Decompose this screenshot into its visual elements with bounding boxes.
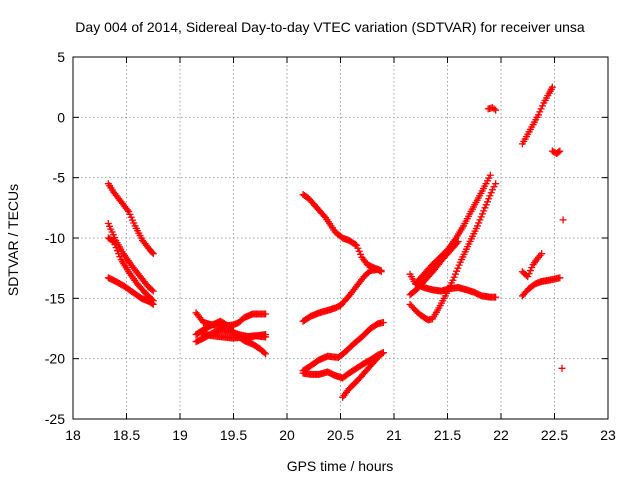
x-tick-label: 21: [386, 427, 402, 443]
series-track-k: [299, 318, 387, 375]
series-track-b: [104, 220, 157, 295]
series-track-a: [104, 180, 157, 258]
x-tick-labels: 18 18.5 19 19.5 20 20.5 21 21.5 22 22.5 23: [65, 427, 616, 443]
series-track-t: [548, 147, 564, 158]
y-tick-labels: 5 0 -5 -10 -15 -20 -25: [45, 49, 65, 427]
series-track-f: [192, 317, 270, 358]
y-tick-label: -10: [45, 230, 65, 246]
series-track-w: [559, 216, 567, 224]
y-axis-label: SDTVAR / TECUs: [5, 184, 21, 296]
x-axis-label: GPS time / hours: [287, 458, 394, 474]
chart-title: Day 004 of 2014, Sidereal Day-to-day VTE…: [75, 19, 585, 35]
y-tick-label: -20: [45, 351, 65, 367]
x-tick-label: 19: [172, 427, 188, 443]
x-tick-label: 18: [65, 427, 81, 443]
x-tick-label: 22: [493, 427, 509, 443]
series-track-s: [518, 83, 556, 148]
series-track-i: [299, 191, 385, 275]
y-tick-label: 5: [57, 49, 65, 65]
x-tick-label: 19.5: [220, 427, 247, 443]
series-track-c: [104, 234, 157, 305]
series-track-u: [518, 250, 546, 281]
axis-ticks: [72, 56, 609, 420]
x-tick-label: 18.5: [113, 427, 140, 443]
series-track-d: [104, 274, 157, 308]
series-track-x: [558, 364, 566, 372]
plot-frame: [72, 56, 609, 420]
x-tick-label: 23: [600, 427, 616, 443]
series-track-o: [411, 171, 494, 288]
y-tick-label: -5: [53, 170, 66, 186]
x-tick-label: 20.5: [327, 427, 354, 443]
y-tick-label: -25: [45, 411, 65, 427]
series-track-q: [406, 238, 462, 299]
series-track-r: [484, 104, 500, 114]
series-track-p: [406, 270, 500, 301]
x-tick-label: 21.5: [434, 427, 461, 443]
data-points: [104, 83, 567, 401]
series-track-v: [518, 274, 564, 300]
x-tick-label: 20: [279, 427, 295, 443]
series-track-l: [299, 349, 387, 382]
series-track-m: [339, 349, 387, 401]
y-tick-label: 0: [57, 109, 65, 125]
series-track-h: [197, 329, 270, 342]
x-tick-label: 22.5: [541, 427, 568, 443]
series-track-j: [299, 265, 385, 325]
y-tick-label: -15: [45, 290, 65, 306]
